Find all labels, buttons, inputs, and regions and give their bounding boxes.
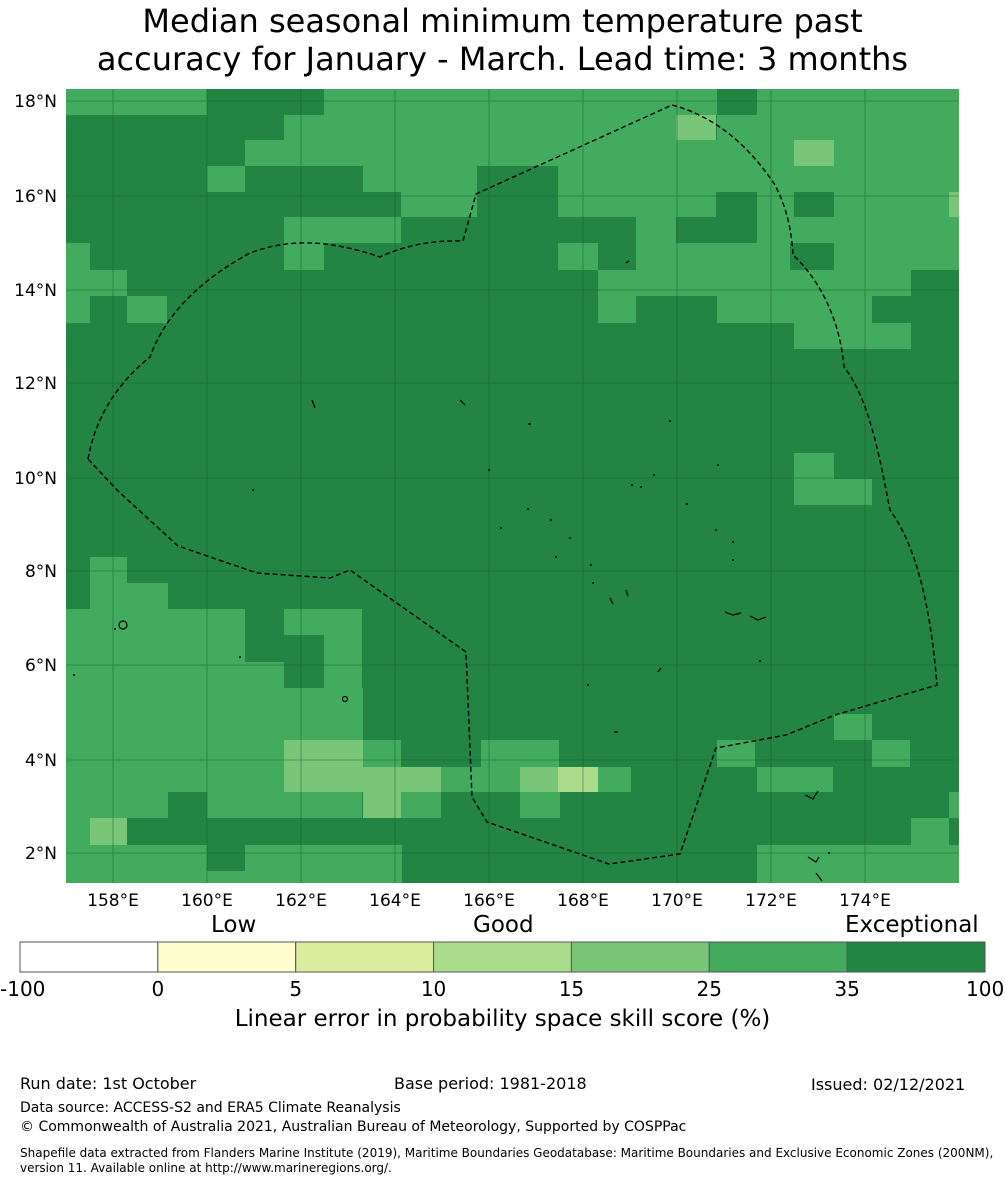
lon-tick: 160°E [181,891,233,911]
base-period: Base period: 1981-2018 [394,1074,587,1093]
gridlines [66,89,959,883]
lat-axis-labels: 18°N 16°N 14°N 12°N 10°N 8°N 6°N 4°N 2°N [14,92,57,864]
colorbar-segment [157,941,297,973]
colorbar-tick-label: 35 [834,977,860,1001]
title-line-1: Median seasonal minimum temperature past [142,2,863,40]
lon-tick: 168°E [557,891,609,911]
lon-tick: 174°E [839,891,891,911]
lon-axis-labels: 158°E 160°E 162°E 164°E 166°E 168°E 170°… [87,891,891,911]
small-islands [73,420,830,854]
skill-map: 18°N 16°N 14°N 12°N 10°N 8°N 6°N 4°N 2°N… [14,89,986,973]
lat-tick: 2°N [25,844,57,864]
lon-tick: 170°E [651,891,703,911]
colorbar-segment [708,941,848,973]
lon-tick: 166°E [463,891,515,911]
colorbar-tick-label: 5 [289,977,303,1001]
islands [118,260,823,882]
colorbar-segment [846,941,986,973]
lat-tick: 8°N [25,562,57,582]
title-line-2: accuracy for January - March. Lead time:… [96,40,909,78]
lat-tick: 18°N [14,92,57,112]
legend-good-label: Good [473,912,534,938]
legend-low-label: Low [211,912,257,938]
lat-tick: 4°N [25,751,57,771]
issued-date: Issued: 02/12/2021 [811,1075,966,1094]
lat-tick: 12°N [14,374,57,394]
colorbar [19,941,986,973]
colorbar-segment [570,941,710,973]
lon-tick: 162°E [275,891,327,911]
lat-tick: 10°N [14,469,57,489]
colorbar-tick-label: 0 [151,977,165,1001]
lon-tick: 164°E [369,891,421,911]
colorbar-tick-label: 10 [420,977,447,1001]
copyright: © Commonwealth of Australia 2021, Austra… [20,1119,687,1135]
lat-tick: 14°N [14,281,57,301]
colorbar-segment [433,941,572,973]
colorbar-tick-label: 15 [558,977,585,1001]
colorbar-segment [19,941,159,973]
map-title: Median seasonal minimum temperature past… [0,2,1005,78]
eez-boundary [87,104,938,865]
colorbar-title: Linear error in probability space skill … [234,1006,771,1032]
colorbar-tick-label: 25 [696,977,723,1001]
colorbar-segment [295,941,435,973]
lon-tick: 158°E [87,891,139,911]
skill-cells-35-100 [66,89,959,871]
lat-tick: 6°N [25,656,57,676]
skill-cell-10-15 [558,767,598,792]
colorbar-tick-label: -100 [0,977,46,1001]
data-source: Data source: ACCESS-S2 and ERA5 Climate … [20,1100,401,1116]
shapefile-credit: Shapefile data extracted from Flanders M… [20,1146,994,1175]
colorbar-tick-label: 100 [966,977,1005,1001]
lon-tick: 172°E [745,891,797,911]
lat-tick: 16°N [14,187,57,207]
run-date: Run date: 1st October [20,1074,197,1093]
legend-exceptional-label: Exceptional [845,912,979,938]
